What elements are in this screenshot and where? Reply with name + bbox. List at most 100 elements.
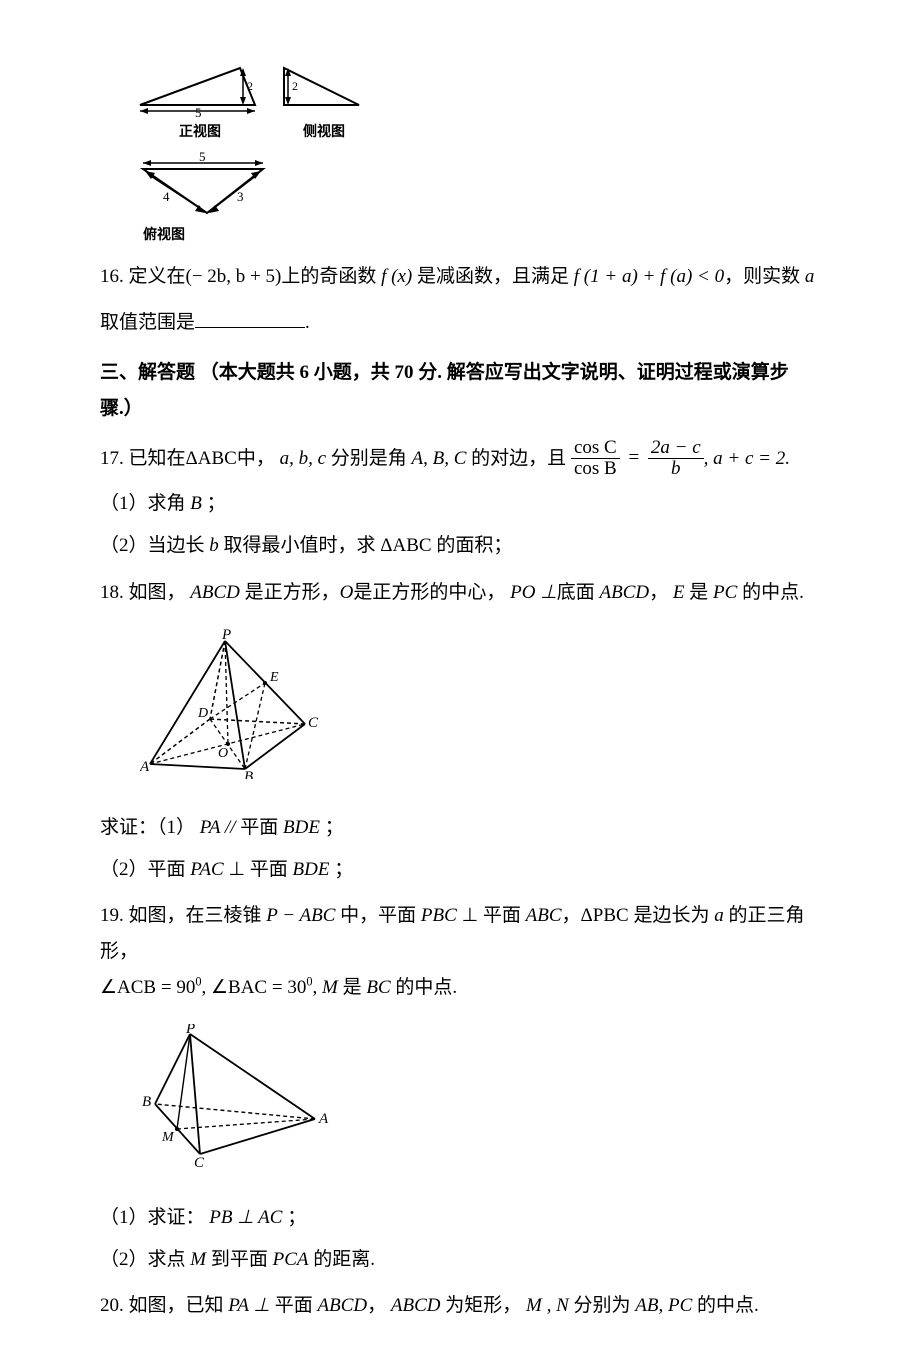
q16-tail: 取值范围是: [100, 312, 195, 333]
q18-bde: BDE: [283, 817, 320, 838]
svg-text:P: P: [221, 629, 231, 643]
top-view-svg: 5 4 3: [135, 151, 275, 223]
svg-text:M: M: [161, 1130, 175, 1145]
question-17: 17. 已知在ΔABC中， a, b, c 分别是角 A, B, C 的对边，且…: [100, 438, 820, 481]
q18-prove1: 求证：（1） PA // 平面 BDE ；: [100, 810, 820, 846]
svg-text:B: B: [142, 1094, 151, 1110]
top-width-label: 5: [199, 151, 206, 164]
q17-frac2: 2a − c b: [648, 438, 704, 481]
q16-m2: 是减函数，且满足: [412, 266, 574, 287]
q19-M: M: [322, 977, 338, 998]
q16-ineq: f (1 + a) + f (a) < 0: [574, 266, 724, 287]
q17-m2: 分别是角: [326, 447, 412, 468]
q20-ab: AB: [635, 1295, 658, 1316]
q20-abcd: ABCD: [318, 1295, 368, 1316]
q18-prove2: （2）平面 PAC ⊥ 平面 BDE ；: [100, 852, 820, 888]
question-18: 18. 如图， ABCD 是正方形，O是正方形的中心， PO ⊥底面 ABCD，…: [100, 575, 820, 611]
q18-m2: 是正方形的中心，: [353, 582, 510, 603]
q17-tri: ΔABC: [186, 447, 237, 468]
q18-perp2: ⊥: [224, 859, 250, 880]
q19-pabc: P − ABC: [266, 905, 335, 926]
q17-frac1: cos C cos B: [571, 438, 620, 481]
q18-sq: ABCD: [190, 582, 240, 603]
q17-p2m: 取得最小值时，求: [219, 535, 381, 556]
q19-BC: BC: [366, 977, 390, 998]
q19-l1e: 是边长为: [629, 905, 715, 926]
q17-m1: 中，: [237, 447, 280, 468]
q16-m1: 上的奇函数: [281, 266, 381, 287]
svg-text:O: O: [218, 746, 228, 761]
q17-ABC: A, B, C: [412, 447, 467, 468]
question-20: 20. 如图，已知 PA ⊥ 平面 ABCD， ABCD 为矩形， M , N …: [100, 1288, 820, 1324]
section-3-header: 三、解答题 （本大题共 6 小题，共 70 分. 解答应写出文字说明、证明过程或…: [100, 355, 820, 427]
svg-text:A: A: [140, 759, 150, 775]
figure-pyramid-q18: P E C B O D A: [140, 629, 820, 792]
q19-p1: （1）求证：: [100, 1207, 209, 1228]
q17-lead: 17. 已知在: [100, 447, 186, 468]
q19-pca: PCA: [273, 1249, 309, 1270]
q18-bde2: BDE: [293, 859, 330, 880]
q18-pa: PA //: [200, 817, 240, 838]
q18-plane: 平面: [240, 817, 283, 838]
q18-l: 18. 如图，: [100, 582, 190, 603]
front-width-label: 5: [195, 105, 202, 120]
q19-pbc2: ΔPBC: [581, 905, 629, 926]
front-view: 5 2 正视图: [135, 60, 265, 147]
q17-p2e: 的面积；: [432, 535, 513, 556]
q16-period: .: [305, 312, 310, 333]
front-height-label: 2: [247, 79, 253, 93]
svg-text:A: A: [318, 1111, 329, 1127]
q18-m4: ，: [649, 582, 673, 603]
q17-frac1-num: cos C: [571, 438, 620, 460]
q17-part2: （2）当边长 b 取得最小值时，求 ΔABC 的面积；: [100, 528, 820, 564]
q17-p1b: B: [190, 493, 202, 514]
q20-pc: , PC: [659, 1295, 693, 1316]
q18-PC: PC: [713, 582, 737, 603]
figure-pyramid-q19: P B M C A: [140, 1024, 820, 1182]
q19-l1d: ，: [562, 905, 581, 926]
q20-abcd2: ABCD: [391, 1295, 441, 1316]
svg-text:P: P: [185, 1024, 195, 1037]
q19-p2: （2）求点: [100, 1249, 190, 1270]
q17-eq: =: [624, 447, 643, 468]
q18-semi2: ；: [329, 859, 353, 880]
question-16-line2: 取值范围是.: [100, 305, 820, 341]
q19-l2d: 是: [338, 977, 367, 998]
q17-abc: a, b, c: [280, 447, 326, 468]
q16-a: a: [805, 266, 815, 287]
q17-part1: （1）求角 B ；: [100, 486, 820, 522]
q20-m5: 的中点.: [692, 1295, 759, 1316]
top-view: 5 4 3 俯视图: [135, 151, 820, 250]
q18-semi: ；: [320, 817, 344, 838]
q19-pb: PB ⊥ AC: [209, 1207, 282, 1228]
q19-semi: ；: [282, 1207, 306, 1228]
front-view-label: 正视图: [135, 120, 265, 147]
orthographic-views: 5 2 正视图 2 侧视图 5: [135, 60, 820, 249]
q17-m3: 的对边，且: [466, 447, 566, 468]
q16-fn: f (x): [381, 266, 412, 287]
q20-m4: 分别为: [569, 1295, 636, 1316]
q18-m6: 的中点.: [737, 582, 804, 603]
svg-text:C: C: [308, 715, 319, 731]
q17-p1: （1）求角: [100, 493, 190, 514]
q20-pa: PA ⊥: [228, 1295, 274, 1316]
q19-plane-abc: ABC: [526, 905, 562, 926]
q17-p1e: ；: [202, 493, 226, 514]
q19-l1c: 平面: [483, 905, 526, 926]
side-view: 2 侧视图: [279, 60, 369, 147]
svg-text:B: B: [244, 769, 253, 779]
side-view-svg: 2: [279, 60, 369, 120]
q19-a: a: [714, 905, 724, 926]
q18-pl2: 平面: [250, 859, 293, 880]
q17-frac2-den: b: [648, 459, 704, 480]
q20-m2: ，: [367, 1295, 391, 1316]
q18-m1: 是正方形，: [240, 582, 340, 603]
front-view-svg: 5 2: [135, 60, 265, 120]
q20-t: 20. 如图，已知: [100, 1295, 228, 1316]
top-view-label: 俯视图: [143, 223, 820, 250]
q19-p2m: 到平面: [206, 1249, 273, 1270]
q16-pre: 16. 定义在: [100, 266, 186, 287]
side-view-label: 侧视图: [279, 120, 369, 147]
q17-p2b: b: [209, 535, 219, 556]
q19-p2e: 的距离.: [309, 1249, 376, 1270]
